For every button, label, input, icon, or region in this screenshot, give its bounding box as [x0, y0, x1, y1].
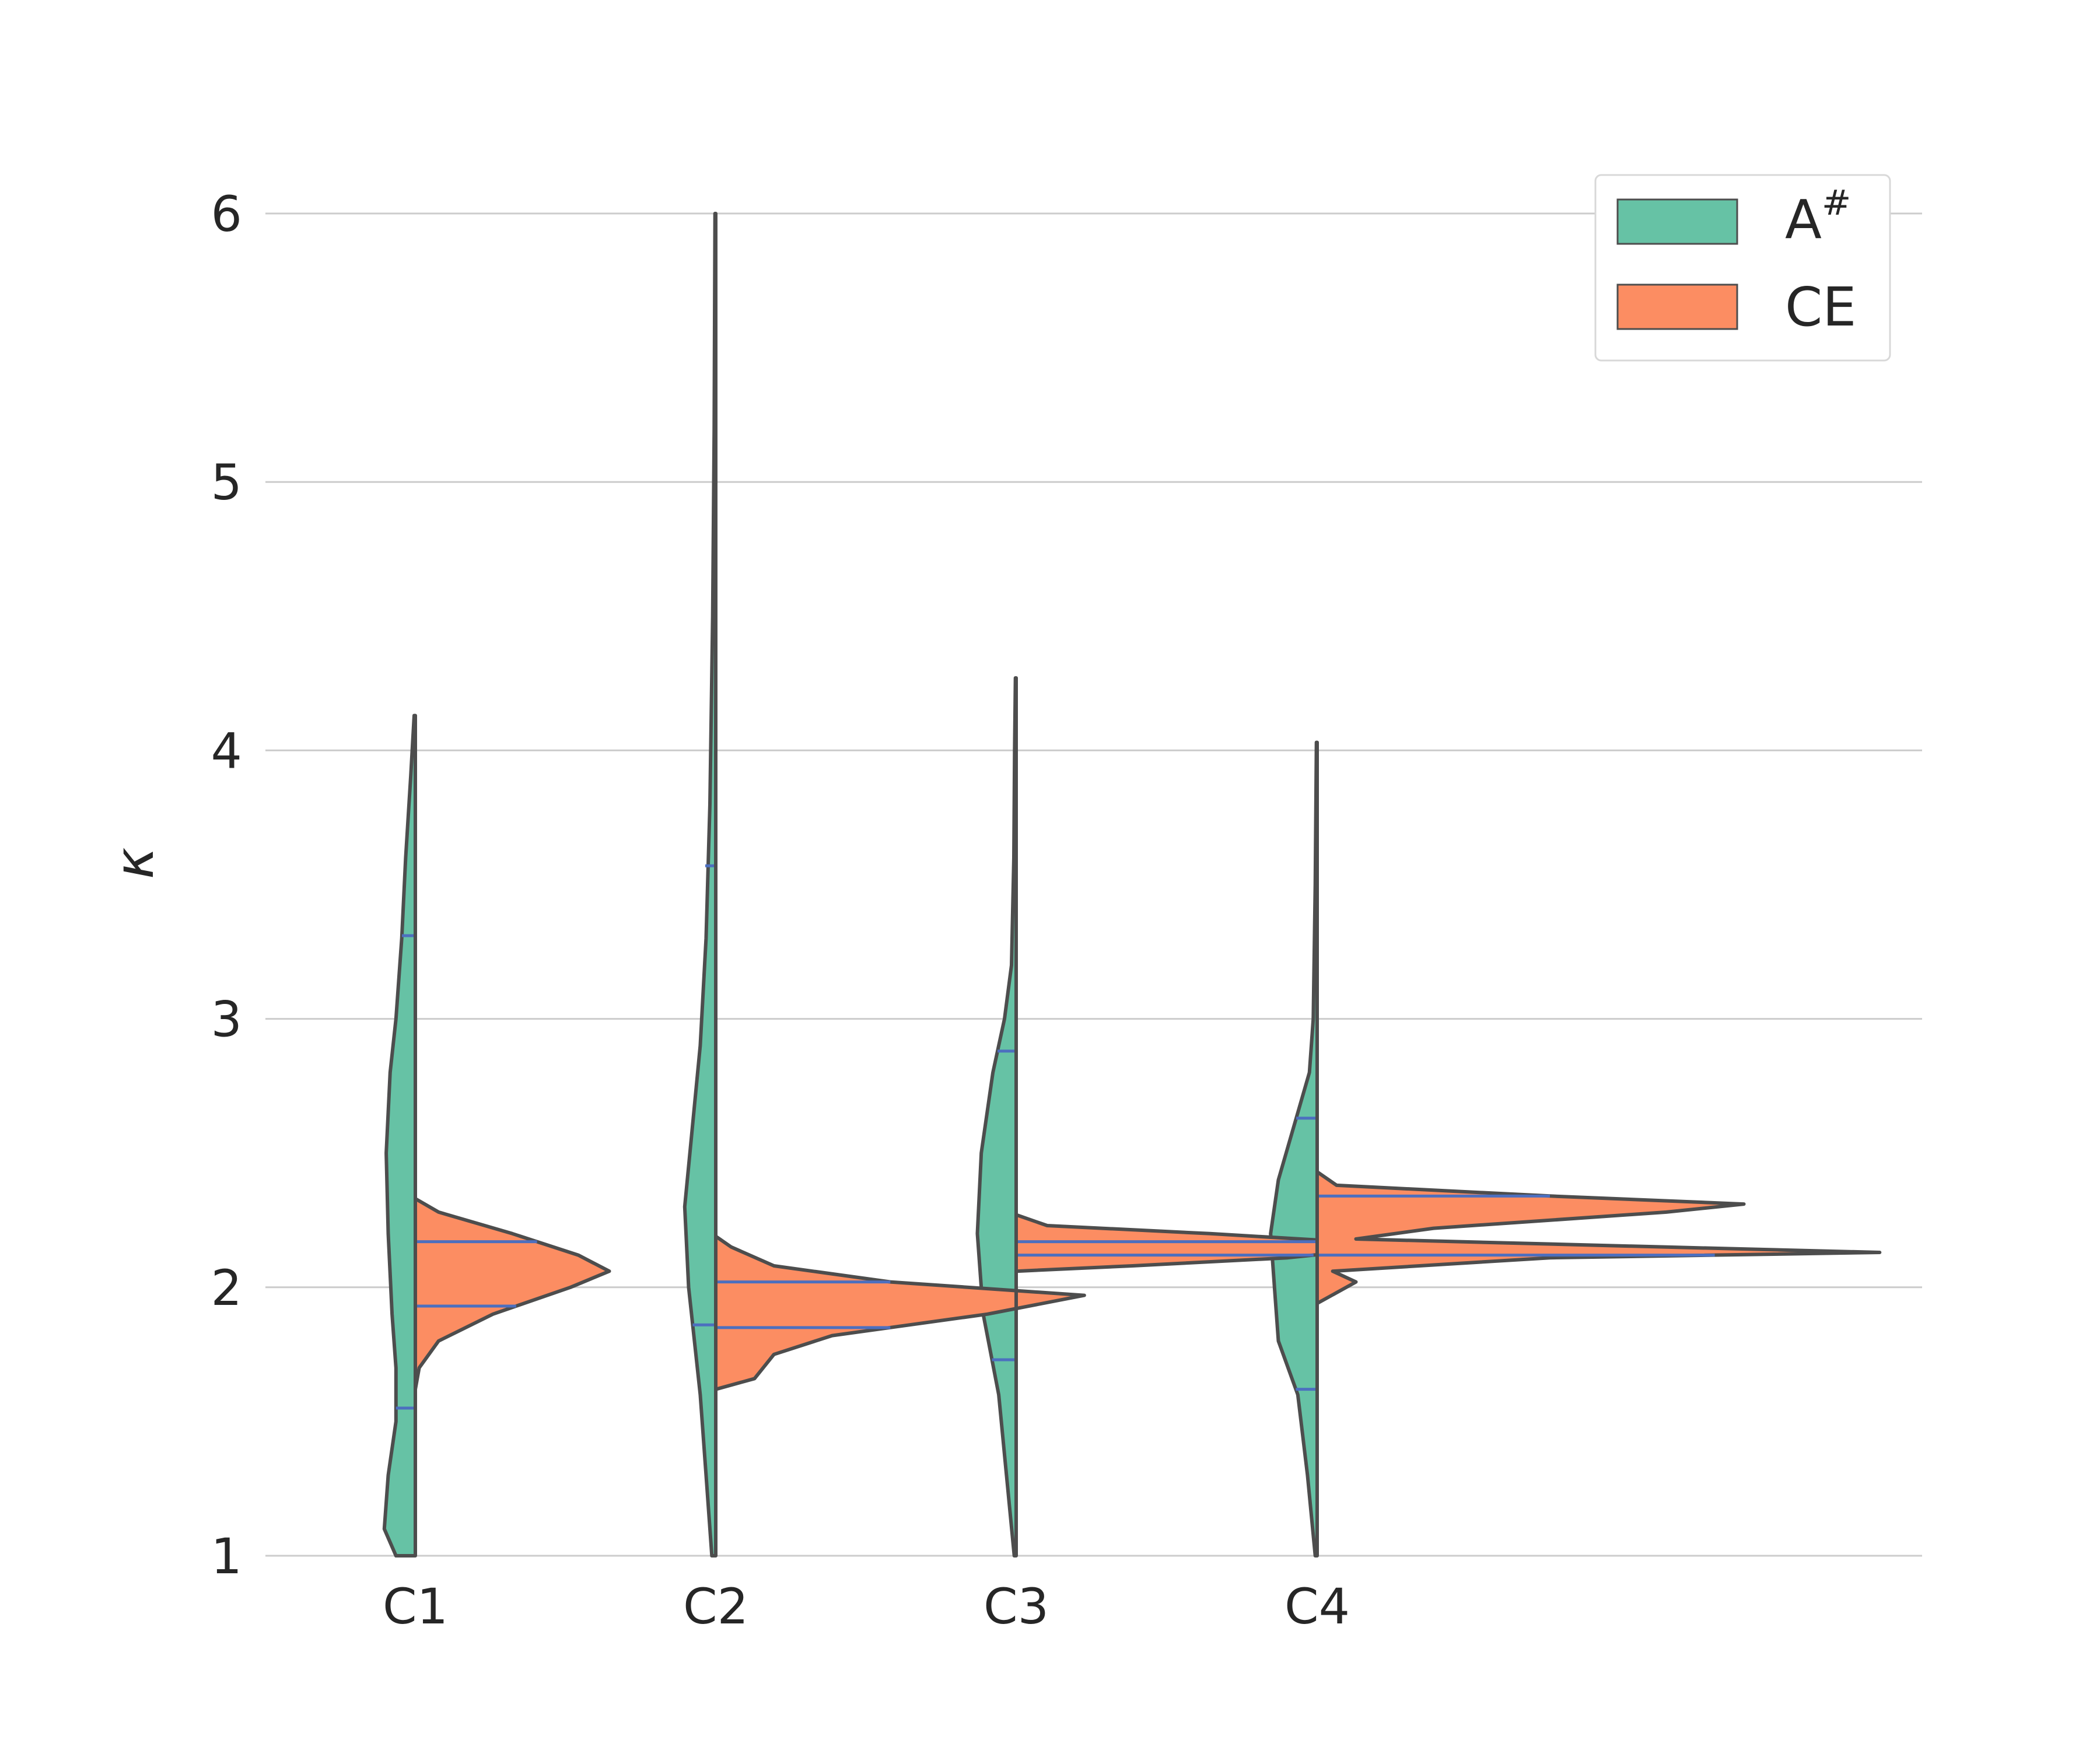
- legend-label-ce: CE: [1785, 276, 1856, 338]
- y-axis-label: κ: [103, 848, 166, 879]
- violin-ce-c4: [1315, 1170, 1882, 1306]
- violin-ce-c2: [714, 1234, 1086, 1391]
- violin-ce-c1: [414, 1196, 611, 1391]
- tick-labels: 1 2 3 4 5 6 C1 C2 C3 C4: [211, 186, 1350, 1635]
- violin-a-sharp-c2: [682, 212, 718, 1558]
- x-tick-label-c2: C2: [683, 1578, 748, 1635]
- x-tick-label-c1: C1: [383, 1578, 448, 1635]
- legend-swatch-ce: [1616, 284, 1738, 330]
- violin-a-sharp-c4: [1269, 740, 1319, 1558]
- y-tick-label: 1: [211, 1528, 242, 1585]
- legend: A# CE: [1594, 174, 1891, 362]
- violin-a-sharp-c3: [975, 676, 1018, 1558]
- legend-label-a-sharp-main: A: [1785, 188, 1822, 251]
- violin-a-sharp-c1: [382, 713, 417, 1558]
- y-tick-label: 2: [211, 1259, 242, 1317]
- legend-swatch-a-sharp: [1616, 198, 1738, 245]
- x-tick-label-c4: C4: [1284, 1578, 1350, 1635]
- violin-plots: [382, 212, 1882, 1558]
- y-tick-label: 3: [211, 991, 242, 1048]
- x-tick-label-c3: C3: [984, 1578, 1049, 1635]
- legend-label-a-sharp: A#: [1785, 183, 1851, 251]
- legend-label-a-sharp-sup: #: [1822, 183, 1851, 223]
- y-tick-label: 5: [211, 454, 242, 511]
- gridlines: [265, 212, 1922, 1557]
- y-tick-label: 6: [211, 186, 242, 243]
- y-tick-label: 4: [211, 722, 242, 779]
